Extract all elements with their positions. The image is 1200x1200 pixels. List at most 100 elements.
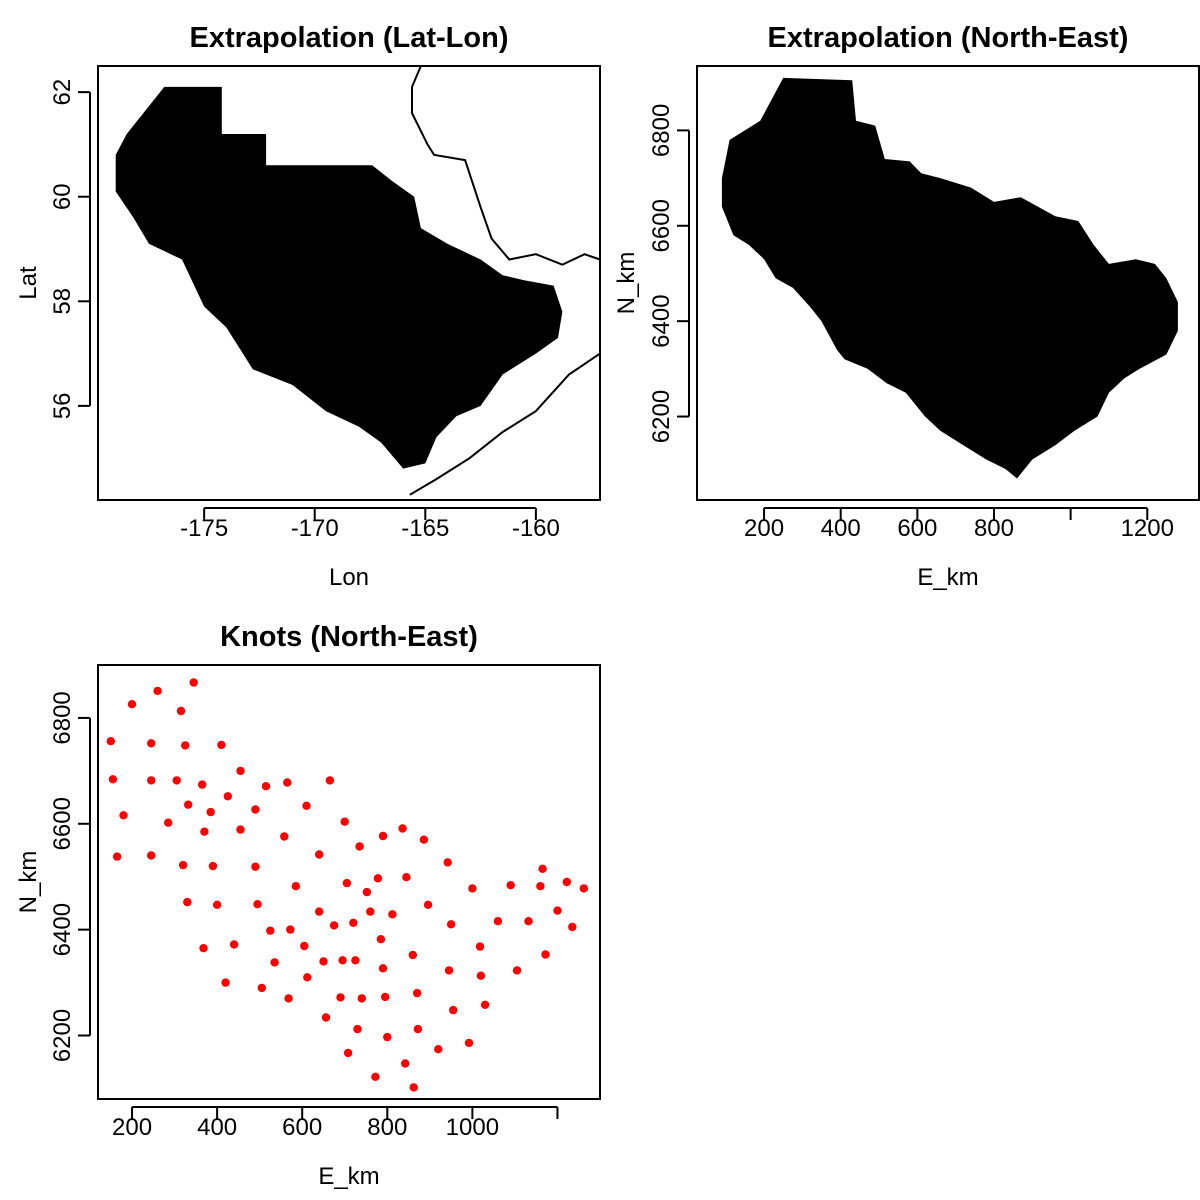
- knot-point: [366, 907, 375, 916]
- knot-point: [147, 739, 156, 748]
- knot-point: [270, 958, 279, 967]
- panel-north-east: Extrapolation (North-East) 200 400 600 800 1…: [613, 22, 1200, 591]
- knot-point: [257, 983, 266, 993]
- knot-point: [423, 900, 433, 909]
- knot-point: [291, 882, 300, 891]
- knot-point: [200, 827, 209, 836]
- knot-point: [300, 941, 309, 951]
- knot-point: [189, 678, 198, 687]
- knot-point: [183, 897, 192, 907]
- knot-point: [251, 805, 260, 814]
- knot-point: [340, 817, 349, 826]
- lat-lon-coastline: [411, 65, 601, 266]
- knots-y-axis: 6200 6400 6600 6800: [49, 691, 91, 1062]
- knot-point: [280, 832, 289, 841]
- knot-point: [315, 907, 324, 916]
- knot-point: [536, 882, 545, 891]
- knots-x-tick-label: 600: [282, 1114, 322, 1141]
- lat-lon-x-axis: -175 -170 -165 -160: [180, 507, 560, 542]
- knot-point: [512, 966, 522, 975]
- knot-point: [353, 1024, 362, 1034]
- knot-point: [506, 881, 515, 890]
- lat-lon-y-tick-label: 58: [49, 288, 76, 315]
- knots-x-tick-label: 800: [367, 1114, 407, 1141]
- knot-point: [388, 910, 397, 919]
- knot-point: [153, 686, 162, 696]
- lat-lon-x-axis-label: Lon: [329, 564, 369, 591]
- knot-point: [409, 1083, 418, 1092]
- north-east-y-axis-label: N_km: [613, 252, 640, 315]
- north-east-x-axis-label: E_km: [917, 564, 978, 591]
- knot-point: [579, 884, 588, 893]
- knot-point: [181, 741, 190, 750]
- knots-x-axis: 200 400 600 800 1000: [112, 1106, 559, 1141]
- north-east-x-tick-label: 200: [744, 515, 784, 542]
- north-east-title: Extrapolation (North-East): [768, 22, 1129, 54]
- knots-x-axis-label: E_km: [318, 1163, 379, 1190]
- knot-point: [206, 807, 215, 817]
- knot-point: [349, 918, 358, 927]
- knot-point: [343, 1048, 353, 1058]
- knot-point: [106, 737, 116, 746]
- knot-point: [212, 900, 222, 909]
- lat-lon-y-tick-label: 56: [49, 393, 76, 420]
- knot-point: [443, 858, 452, 867]
- knot-point: [434, 1045, 443, 1054]
- knot-point: [108, 775, 118, 784]
- knot-point: [476, 971, 486, 980]
- knot-point: [223, 792, 232, 801]
- knot-point: [303, 973, 312, 982]
- knot-point: [217, 740, 226, 750]
- knot-point: [398, 824, 407, 833]
- knot-point: [524, 917, 533, 926]
- knot-point: [373, 874, 383, 883]
- knot-point: [538, 864, 547, 873]
- knot-point: [236, 825, 245, 834]
- knot-point: [464, 1038, 474, 1048]
- knot-point: [221, 978, 230, 987]
- knot-point: [342, 878, 352, 888]
- panel-lat-lon: Extrapolation (Lat-Lon) -175 -170 -165 -160…: [15, 22, 601, 591]
- knot-point: [164, 818, 173, 827]
- knot-point: [446, 920, 456, 929]
- north-east-x-tick-label: 1200: [1121, 515, 1174, 542]
- knot-point: [338, 956, 347, 965]
- knots-y-tick-label: 6200: [49, 1009, 76, 1062]
- knot-point: [286, 925, 295, 934]
- knot-point: [236, 766, 245, 776]
- lat-lon-y-tick-label: 62: [49, 79, 76, 106]
- knot-point: [475, 942, 485, 951]
- knot-point: [355, 842, 364, 851]
- north-east-plot-area: [721, 77, 1178, 479]
- knot-point: [419, 835, 429, 844]
- north-east-x-tick-label: 600: [897, 515, 937, 542]
- knots-x-tick-label: 1000: [446, 1114, 499, 1141]
- knot-point: [251, 862, 260, 871]
- knot-point: [362, 887, 372, 897]
- lat-lon-plot-area: [115, 65, 601, 496]
- knot-point: [172, 776, 181, 785]
- knot-point: [480, 1000, 490, 1009]
- knots-plot-frame: [97, 664, 601, 1100]
- lat-lon-extrapolation-region: [115, 86, 563, 469]
- knots-y-tick-label: 6400: [49, 903, 76, 956]
- knot-point: [208, 861, 218, 871]
- knot-point: [493, 917, 503, 926]
- north-east-x-axis: 200 400 600 800 1200: [744, 507, 1174, 542]
- knot-point: [119, 811, 128, 820]
- knot-point: [178, 860, 188, 870]
- knots-x-tick-label: 400: [197, 1114, 237, 1141]
- knots-title: Knots (North-East): [220, 621, 478, 653]
- knots-y-tick-label: 6800: [49, 691, 76, 744]
- knot-point: [127, 700, 137, 709]
- knot-point: [413, 1024, 423, 1034]
- lat-lon-x-tick-label: -165: [401, 515, 449, 542]
- lat-lon-x-tick-label: -160: [512, 515, 560, 542]
- north-east-y-tick-label: 6400: [648, 294, 675, 347]
- knot-point: [321, 1013, 331, 1022]
- lat-lon-y-tick-label: 60: [49, 183, 76, 210]
- knot-point: [351, 956, 360, 965]
- knot-point: [302, 801, 311, 810]
- north-east-y-tick-label: 6800: [648, 104, 675, 157]
- north-east-extrapolation-region: [721, 77, 1178, 479]
